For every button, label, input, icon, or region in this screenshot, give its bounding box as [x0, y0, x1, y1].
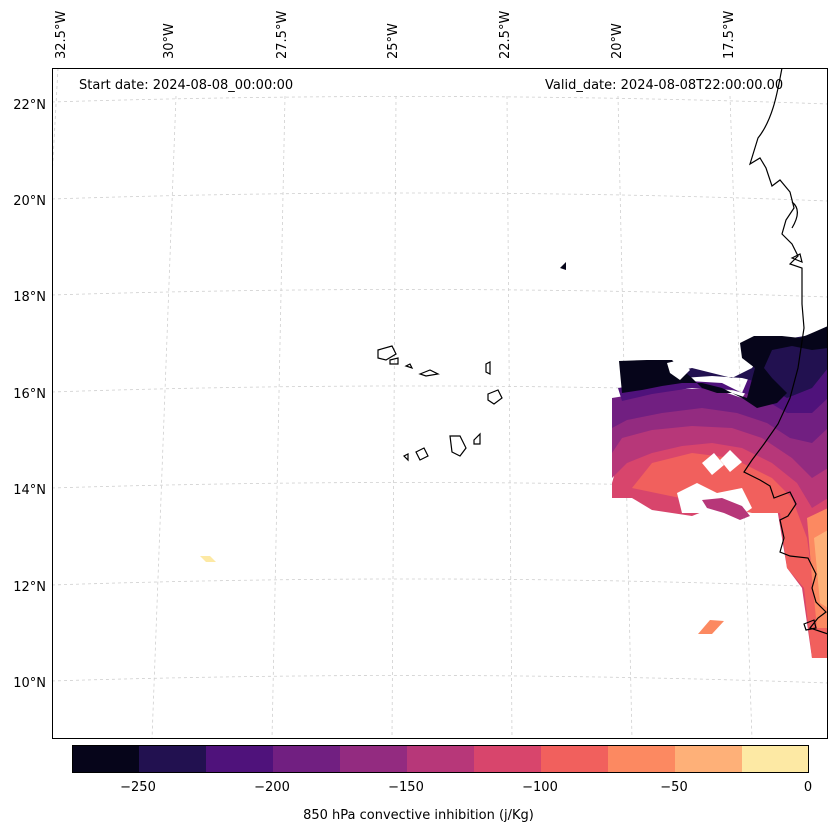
gridline-lon-25w [391, 95, 397, 739]
start-date-label: Start date: 2024-08-08_00:00:00 [79, 78, 294, 93]
lat-label-16n: 16°N [13, 387, 46, 402]
colorbar-segment [273, 745, 341, 773]
lat-label-22n: 22°N [13, 98, 46, 113]
gridline-lat-16n [52, 385, 828, 395]
lon-label-25w: 25°W [386, 23, 401, 59]
cin-region-peach [814, 530, 828, 608]
colorbar-segment [474, 745, 542, 773]
colorbar-segment [407, 745, 475, 773]
lon-label-20w: 20°W [610, 23, 625, 59]
valid-date-label: Valid_date: 2024-08-08T22:00:00.00 [545, 78, 784, 93]
lon-label-30w: 30°W [162, 23, 177, 59]
colorbar-tick-minus-100: −100 [522, 780, 558, 795]
colorbar-label: 850 hPa convective inhibition (j/Kg) [303, 808, 534, 823]
island-maio [473, 432, 481, 445]
colorbar-segment [675, 745, 743, 773]
island-boa-vista [487, 389, 503, 405]
coastlines [377, 68, 828, 635]
gridline-lon-27-5w [271, 95, 286, 739]
lon-label-27-5w: 27.5°W [275, 10, 290, 59]
cin-region-dark-violet [622, 334, 828, 398]
gridline-lat-10n [52, 675, 828, 684]
colorbar [72, 745, 809, 773]
gridline-lat-22n [52, 96, 828, 105]
gridline-lat-20n [52, 192, 828, 202]
colorbar-frame [72, 745, 809, 773]
map-frame [52, 68, 828, 739]
lat-label-18n: 18°N [13, 290, 46, 305]
colorbar-segment [742, 745, 809, 773]
cin-patch-orange-south [698, 620, 724, 634]
colorbar-tick-minus-250: −250 [120, 780, 156, 795]
cin-gap-diamond-2 [720, 450, 742, 472]
africa-coast-north-detail [791, 201, 798, 229]
cin-gap-north [667, 360, 690, 380]
gridline-lon-22-5w [506, 95, 513, 739]
colorbar-segment [541, 745, 609, 773]
gridline-lat-18n [52, 289, 828, 298]
colorbar-segment [340, 745, 408, 773]
lon-label-22-5w: 22.5°W [498, 10, 513, 59]
graticule [52, 68, 828, 739]
island-sal [485, 361, 491, 375]
gridline-lat-12n [52, 578, 828, 588]
gridline-lon-17-5w [729, 95, 753, 739]
gridline-lon-20w [617, 95, 633, 739]
colorbar-segment [72, 745, 140, 773]
island-small-north-coast [790, 253, 803, 263]
islands-bissagos [803, 619, 817, 631]
map-panel [52, 68, 828, 739]
colorbar-tick-minus-150: −150 [388, 780, 424, 795]
colorbar-tick-minus-50: −50 [660, 780, 688, 795]
lon-label-17-5w: 17.5°W [722, 10, 737, 59]
cin-patch-purple-south [702, 498, 750, 520]
africa-coastline [743, 68, 828, 635]
lat-label-20n: 20°N [13, 194, 46, 209]
lat-label-12n: 12°N [13, 580, 46, 595]
island-fogo [415, 447, 429, 461]
cin-patch-black-north [560, 262, 566, 270]
island-brava [402, 453, 409, 462]
lat-label-10n: 10°N [13, 676, 46, 691]
island-sao-nicolau [418, 369, 440, 377]
island-santo-antao [377, 345, 397, 361]
colorbar-tick-0: 0 [803, 780, 813, 795]
cin-contours [200, 262, 828, 658]
colorbar-segment [608, 745, 676, 773]
cin-region-black [619, 326, 828, 408]
gridline-lon-30w [151, 95, 177, 739]
island-santa-luzia [404, 363, 414, 370]
lat-label-14n: 14°N [13, 483, 46, 498]
cin-patch-yellow [200, 556, 216, 562]
lon-label-32-5w: 32.5°W [54, 10, 69, 59]
cin-gap-diamond-1 [702, 453, 724, 475]
colorbar-segment [139, 745, 207, 773]
gridline-lat-14n [52, 482, 828, 491]
island-sao-vicente [389, 357, 399, 365]
colorbar-segment [206, 745, 274, 773]
cin-region-coral [632, 453, 828, 658]
colorbar-tick-minus-200: −200 [254, 780, 290, 795]
island-santiago [449, 435, 467, 457]
